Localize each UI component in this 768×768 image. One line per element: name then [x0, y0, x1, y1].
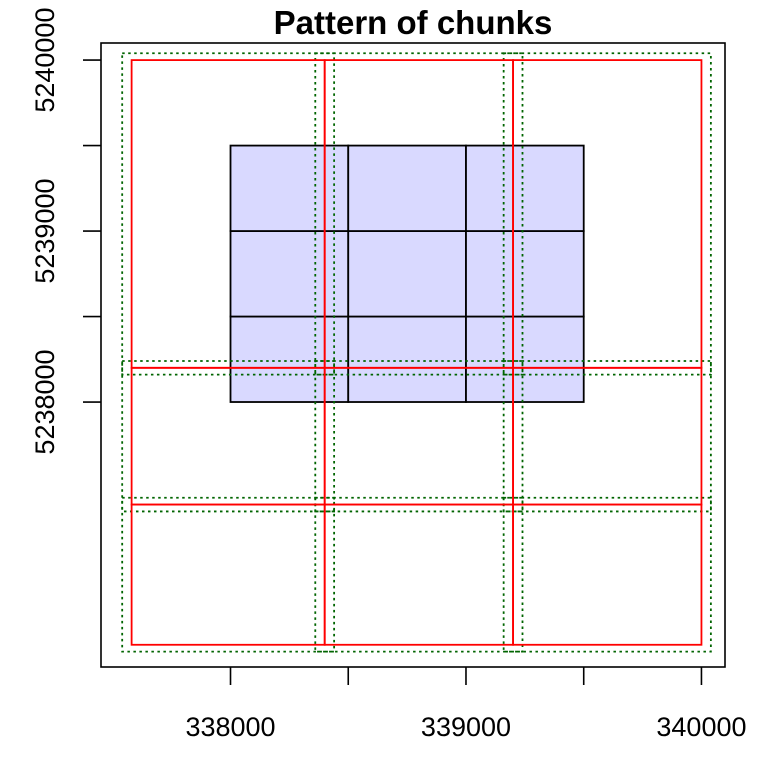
chunks-layer [130, 59, 703, 646]
x-tick-label: 339000 [421, 712, 511, 742]
tiles-layer [229, 144, 585, 403]
chunk-buffer-rect [314, 52, 524, 376]
chunk-buffer-rect [314, 496, 524, 653]
chunk-rect [130, 503, 326, 646]
tile-rect [347, 230, 467, 318]
chunk-rect [323, 503, 514, 646]
plot-frame [100, 42, 726, 668]
y-tick-label: 5239000 [30, 178, 60, 283]
y-axis: 5238000 5239000 5240000 [30, 8, 101, 455]
x-tick-label: 340000 [656, 712, 746, 742]
tile-rect [465, 230, 585, 318]
chunk-rect [512, 59, 703, 369]
tile-rect [229, 144, 350, 232]
chunk-buffer-rect [502, 360, 712, 513]
chunk-rect [512, 503, 703, 646]
chunk-buffer-rect [121, 496, 336, 653]
tile-rect [229, 230, 350, 318]
tile-rect [465, 144, 585, 232]
buffers-layer [121, 52, 712, 653]
y-tick-label: 5240000 [30, 8, 60, 113]
chunk-buffer-rect [314, 360, 524, 513]
tile-rect [347, 144, 467, 232]
tile-rect [229, 315, 350, 403]
chunk-buffer-rect [502, 52, 712, 376]
y-tick-label: 5238000 [30, 349, 60, 454]
chunk-buffer-rect [502, 496, 712, 653]
tile-rect [465, 315, 585, 403]
chart-title: Pattern of chunks [274, 4, 553, 41]
chunk-buffer-rect [121, 52, 336, 376]
chunk-buffer-rect [121, 360, 336, 513]
x-tick-label: 338000 [185, 712, 275, 742]
x-axis: 338000 339000 340000 [185, 667, 747, 742]
tile-rect [347, 315, 467, 403]
